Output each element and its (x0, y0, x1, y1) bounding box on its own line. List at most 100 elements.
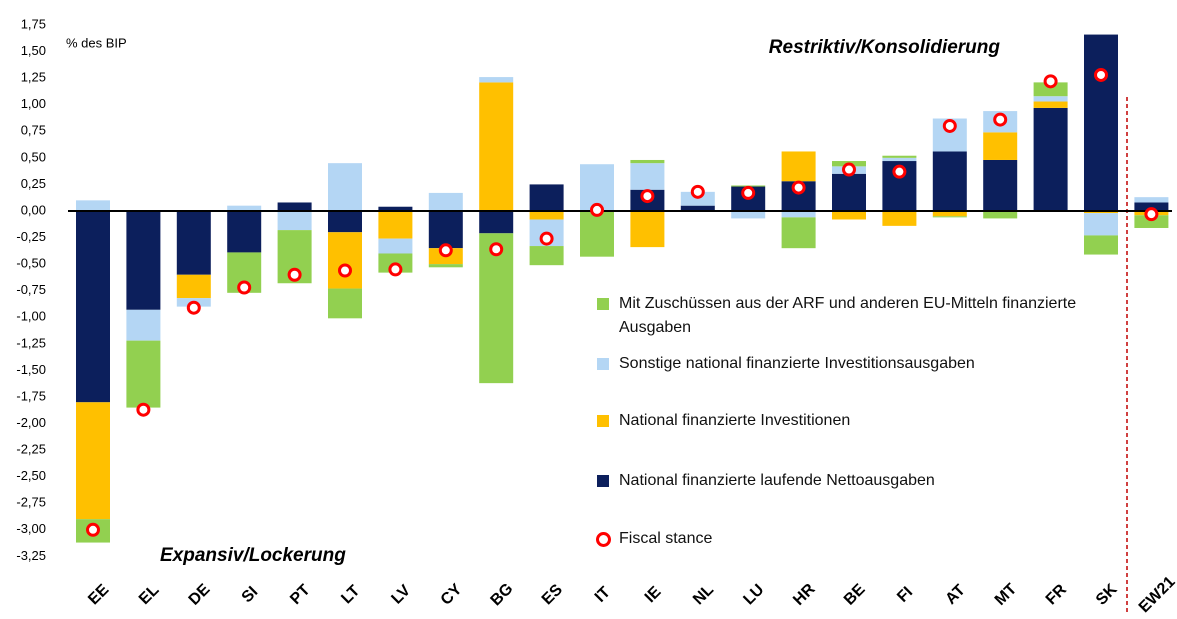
bar-segment (328, 288, 362, 319)
fiscal-stance-marker (1144, 207, 1159, 222)
bar-segment (882, 155, 917, 158)
bar-segment (529, 210, 564, 220)
x-tick-label: BG (488, 580, 517, 609)
y-tick-label: 0,00 (21, 202, 46, 217)
bar-segment (630, 210, 665, 248)
fiscal-stance-marker (338, 263, 352, 278)
x-tick-label: EW21 (1136, 573, 1177, 616)
bar-segment (983, 210, 1018, 219)
y-tick-label: 0,25 (21, 176, 46, 191)
x-tick-label: FR (1043, 581, 1070, 608)
bar-segment (781, 217, 816, 249)
x-tick-label: SI (239, 583, 262, 606)
x-tick: MT (992, 580, 1021, 609)
x-tick-label: FI (894, 584, 916, 606)
bar-segment (529, 184, 564, 211)
bar-segment (1033, 82, 1068, 97)
fiscal-stance-marker (791, 180, 806, 195)
bar-segment (1033, 96, 1068, 102)
fiscal-stance-marker (287, 267, 302, 282)
x-tick-label: BE (841, 581, 869, 609)
fiscal-stance-marker (539, 231, 554, 246)
bar-segment (479, 233, 514, 384)
y-tick-label: -1,25 (16, 335, 46, 350)
x-tick: EL (136, 581, 163, 608)
fiscal-stance-marker (438, 243, 453, 258)
x-tick-label: LV (388, 582, 414, 608)
x-tick-label: IT (592, 584, 614, 606)
bar-segment (1033, 107, 1068, 211)
legend-item: National finanzierte Investitionen (597, 409, 1139, 433)
legend-item: Mit Zuschüssen aus der ARF und anderen E… (597, 292, 1139, 340)
bar-segment (1084, 235, 1118, 255)
legend-swatch (597, 475, 609, 487)
x-tick-label: HR (790, 580, 819, 609)
bar-segment (277, 202, 312, 211)
fiscal-stance-marker (388, 262, 403, 277)
bar-segment (126, 210, 161, 310)
y-tick-label: 0,75 (21, 123, 46, 138)
x-tick: SI (239, 583, 262, 606)
bar-segment (882, 210, 917, 226)
bar-segment (328, 163, 362, 211)
x-tick: NL (690, 581, 717, 608)
fiscal-stance-marker (741, 185, 756, 200)
y-tick-label: -1,00 (16, 309, 46, 324)
fiscal-stance-marker (136, 402, 151, 417)
legend-label: Mit Zuschüssen aus der ARF und anderen E… (619, 295, 1077, 336)
bar-segment (76, 200, 110, 211)
bar-segment (378, 238, 413, 254)
x-tick: FI (894, 584, 916, 606)
bar-segment (1084, 210, 1118, 214)
y-tick-label: -1,75 (16, 388, 46, 403)
fiscal-stance-marker (590, 202, 604, 217)
bar-segment (630, 159, 665, 164)
bar-segment (479, 210, 514, 234)
x-tick: FR (1043, 581, 1070, 608)
x-tick: DE (186, 581, 214, 609)
y-tick-label: -2,50 (16, 468, 46, 483)
bar-segment (680, 205, 715, 211)
y-tick-label: -0,25 (16, 229, 46, 244)
x-tick: HR (790, 580, 819, 609)
y-tick-label: -3,00 (16, 521, 46, 536)
bar-segment (983, 159, 1018, 211)
y-tick-label: 1,25 (21, 70, 46, 85)
bar-segment (176, 210, 211, 275)
x-tick-label: AT (942, 582, 968, 608)
fiscal-stance-marker (690, 184, 705, 199)
x-tick: LV (388, 582, 414, 608)
bar-segment (378, 206, 413, 211)
x-tick-label: LT (338, 582, 363, 607)
bar-segment (932, 216, 967, 218)
bar-segment (428, 192, 463, 211)
bar-segment (277, 210, 312, 231)
legend-label: National finanzierte laufende Nettoausga… (619, 472, 935, 489)
bar-segment (1033, 101, 1068, 108)
bar-segment (932, 151, 967, 211)
bar-segment (1134, 215, 1169, 228)
x-tick-label: PT (287, 581, 314, 608)
bar-segment (328, 210, 362, 233)
legend-item: National finanzierte laufende Nettoausga… (597, 469, 1139, 493)
legend-label: National finanzierte Investitionen (619, 412, 851, 429)
fiscal-stance-marker (237, 280, 252, 295)
x-tick-label: SK (1093, 581, 1121, 609)
x-tick: EW21 (1136, 573, 1177, 616)
bar-segment (529, 246, 564, 266)
legend-label: Sonstige national finanzierte Investitio… (619, 355, 975, 372)
y-tick-label: 1,00 (21, 96, 46, 111)
x-tick-label: EE (85, 581, 112, 608)
y-tick-label: 1,75 (21, 16, 46, 31)
y-tick-label: -2,75 (16, 495, 46, 510)
x-tick-label: LU (740, 581, 767, 608)
x-tick-label: CY (438, 581, 466, 609)
x-tick: CY (438, 581, 466, 609)
bar-segment (580, 210, 614, 257)
y-tick-label: -2,25 (16, 442, 46, 457)
legend-item: Sonstige national finanzierte Investitio… (597, 352, 1139, 376)
x-tick: IT (592, 584, 614, 606)
x-tick-label: IE (642, 583, 665, 606)
